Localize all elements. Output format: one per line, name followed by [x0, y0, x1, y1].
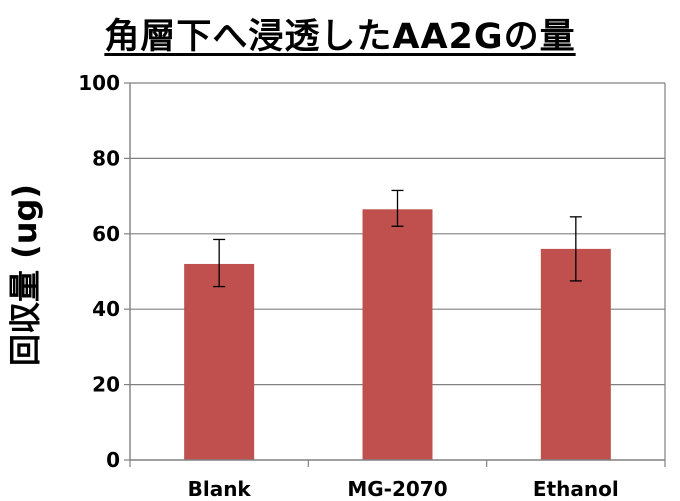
- x-tick-label: MG-2070: [347, 477, 447, 501]
- y-tick-label: 60: [92, 222, 120, 246]
- y-tick-label: 20: [92, 373, 120, 397]
- error-bars: [213, 189, 582, 288]
- bar: [184, 263, 255, 460]
- y-tick-label: 80: [92, 146, 120, 170]
- y-tick-label: 0: [106, 448, 120, 472]
- x-tick-label: Blank: [188, 477, 252, 501]
- y-tick-label: 100: [78, 71, 120, 95]
- bar: [362, 209, 433, 460]
- bars: [184, 209, 611, 460]
- bar: [540, 248, 611, 460]
- y-tick-labels: 0 20 40 60 80 100: [78, 71, 120, 472]
- chart-title: 角層下へ浸透したAA2Gの量: [0, 8, 680, 57]
- axes: [124, 82, 666, 467]
- x-tick-label: Ethanol: [533, 477, 619, 501]
- y-tick-label: 40: [92, 297, 120, 321]
- x-tick-labels: Blank MG-2070 Ethanol: [188, 477, 619, 501]
- chart-title-text: 角層下へ浸透したAA2Gの量: [104, 17, 576, 57]
